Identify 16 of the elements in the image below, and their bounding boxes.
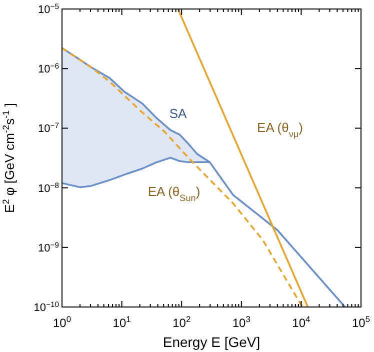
series-label: SA <box>169 106 187 121</box>
y-tick-label: 10$^{−7}$ <box>38 120 59 136</box>
x-tick-label: 10$^{1}$ <box>112 314 132 330</box>
x-tick-label: 10$^{3}$ <box>232 314 251 330</box>
x-tick-label: 10$^{2}$ <box>172 314 191 330</box>
series-label: EA (θ$_{νμ}$) <box>257 120 303 139</box>
y-tick-label: 10$^{−6}$ <box>38 61 59 76</box>
x-axis-title: Energy E [GeV] <box>162 334 260 350</box>
y-tick-label: 10$^{−5}$ <box>38 2 59 16</box>
series-label: EA (θ$_{Sun}$) <box>148 184 200 203</box>
x-tick-label: 10$^{5}$ <box>352 314 370 330</box>
y-tick-label: 10$^{−9}$ <box>38 240 59 254</box>
x-tick-label: 10$^{4}$ <box>292 314 311 330</box>
y-tick-label: 10$^{−10}$ <box>34 300 59 314</box>
y-tick-label: 10$^{−8}$ <box>38 180 59 195</box>
x-tick-label: 10$^{0}$ <box>52 314 72 330</box>
